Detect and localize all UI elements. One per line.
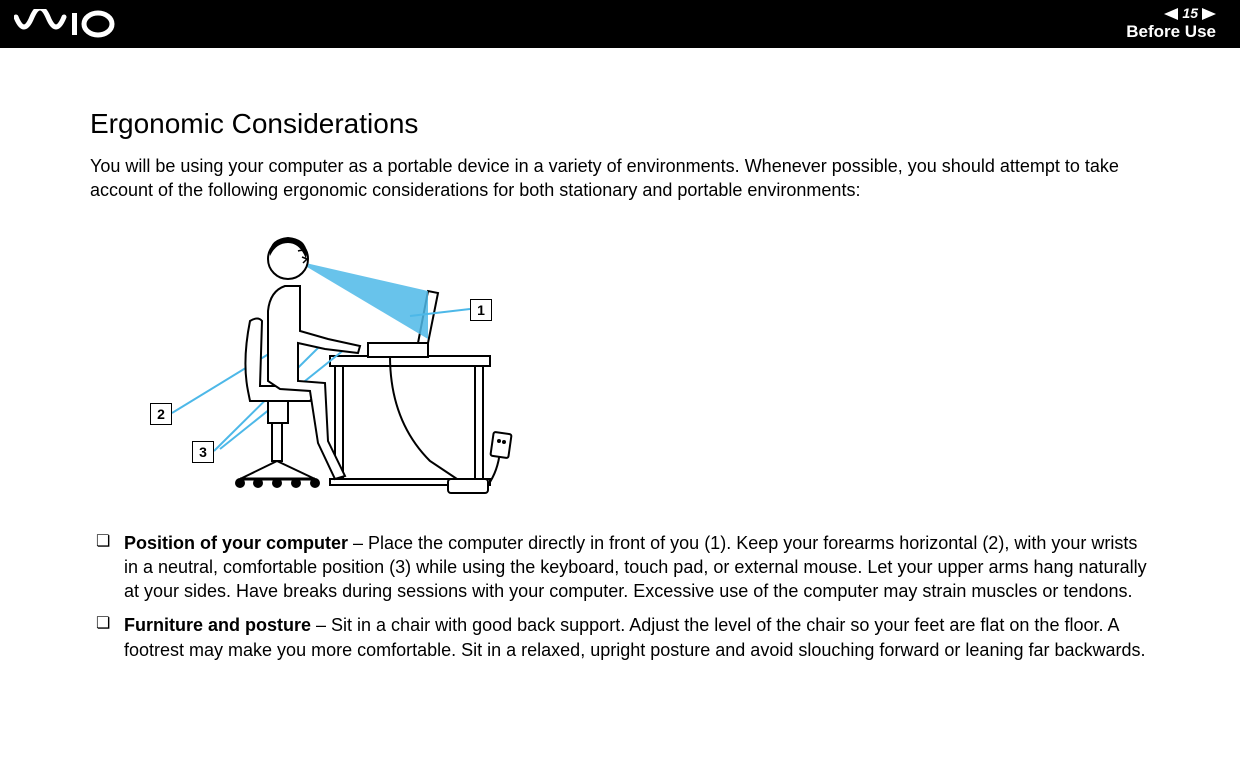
list-item: Position of your computer – Place the co… (90, 531, 1150, 604)
vaio-logo (14, 9, 134, 39)
diagram-svg (150, 221, 530, 511)
intro-paragraph: You will be using your computer as a por… (90, 154, 1150, 203)
callout-1: 1 (470, 299, 492, 321)
page-header: 15 Before Use (0, 0, 1240, 48)
bullet-term: Furniture and posture (124, 615, 311, 635)
section-label: Before Use (1126, 22, 1216, 42)
page-number: 15 (1182, 5, 1198, 22)
bullet-list: Position of your computer – Place the co… (90, 531, 1150, 662)
bullet-term: Position of your computer (124, 533, 348, 553)
ergonomic-diagram: 1 2 3 (150, 221, 530, 511)
list-item: Furniture and posture – Sit in a chair w… (90, 613, 1150, 662)
nav-prev-icon[interactable] (1164, 8, 1178, 20)
header-right: 15 Before Use (1126, 5, 1216, 42)
callout-3: 3 (192, 441, 214, 463)
vaio-logo-svg (14, 9, 134, 39)
callout-2: 2 (150, 403, 172, 425)
page-nav: 15 (1164, 5, 1216, 22)
page-title: Ergonomic Considerations (90, 108, 1150, 140)
nav-next-icon[interactable] (1202, 8, 1216, 20)
page-content: Ergonomic Considerations You will be usi… (0, 48, 1240, 662)
